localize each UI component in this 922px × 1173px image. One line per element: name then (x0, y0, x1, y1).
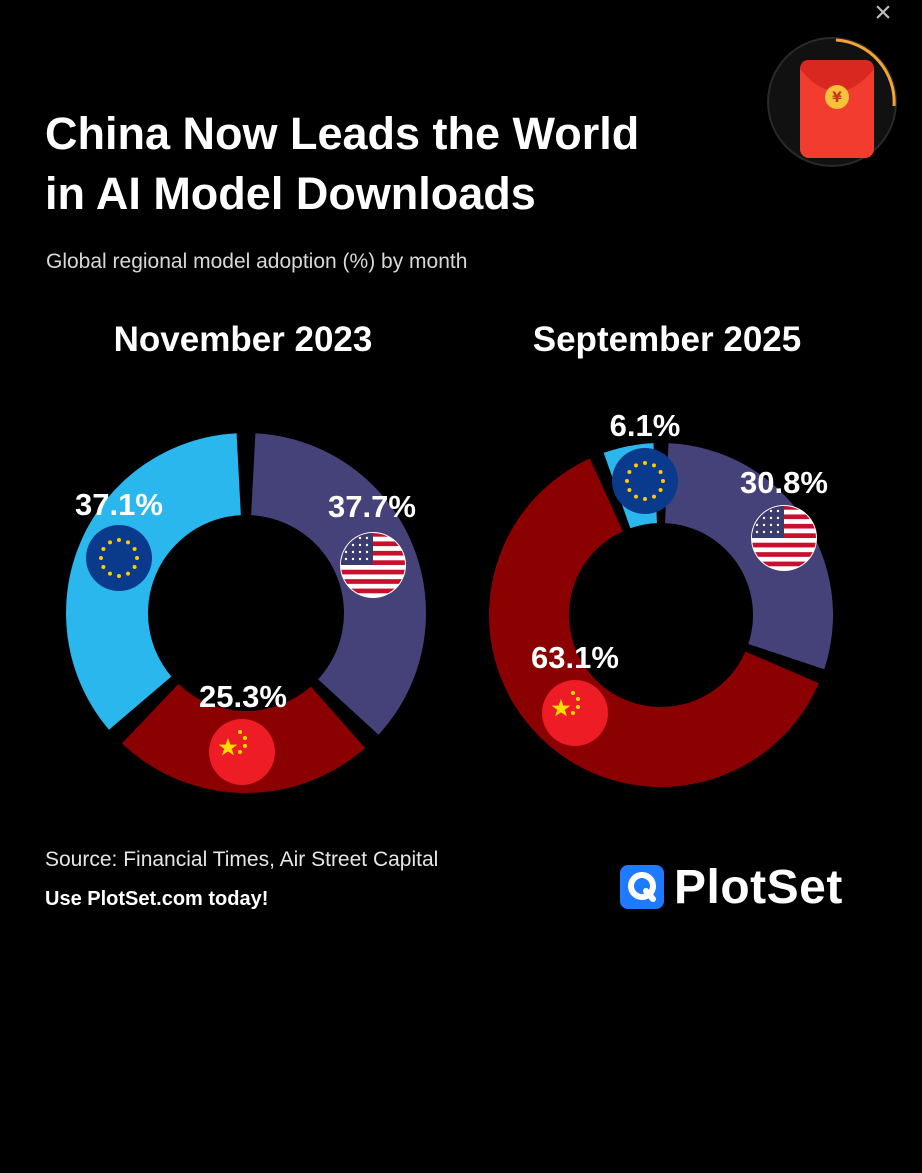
eu-flag-icon (86, 525, 152, 591)
donut-chart-sep-2025: 30.8% 63.1% 6.1% (488, 408, 833, 787)
progress-ring (835, 38, 896, 107)
slice-eu-nov-2023 (65, 433, 241, 730)
label-china-nov-2023: 25.3% (199, 679, 287, 714)
us-flag-icon (751, 505, 817, 571)
brand-name: PlotSet (674, 860, 843, 914)
donut-charts: 37.7% 25.3% 37.1% 30.8% 63.1% 6.1% (65, 408, 833, 793)
source-note: Source: Financial Times, Air Street Capi… (45, 848, 439, 871)
chart-title-right: September 2025 (532, 320, 802, 359)
china-flag-icon (542, 680, 608, 746)
label-china-sep-2025: 63.1% (531, 640, 619, 675)
chart-title-left: November 2023 (113, 320, 373, 359)
plotset-logo-icon (620, 865, 664, 909)
donut-chart-nov-2023: 37.7% 25.3% 37.1% (65, 433, 427, 793)
slice-us-nov-2023 (251, 433, 427, 735)
china-flag-icon (209, 719, 275, 785)
svg-text:¥: ¥ (832, 90, 842, 106)
us-flag-icon (340, 532, 406, 598)
close-button[interactable]: × (874, 0, 892, 29)
brand-logo: PlotSet (620, 857, 843, 917)
label-us-nov-2023: 37.7% (328, 489, 416, 524)
label-eu-sep-2025: 6.1% (610, 408, 681, 443)
title-line-2: in AI Model Downloads (45, 168, 536, 219)
page-title: China Now Leads the World in AI Model Do… (45, 104, 725, 224)
label-us-sep-2025: 30.8% (740, 465, 828, 500)
red-packet-widget[interactable]: ¥ (766, 36, 898, 168)
slice-us-sep-2025 (665, 443, 833, 670)
label-eu-nov-2023: 37.1% (75, 487, 163, 522)
eu-flag-icon (612, 448, 678, 514)
red-packet-icon: ¥ (800, 60, 874, 158)
watermark (725, 1128, 915, 1152)
title-line-1: China Now Leads the World (45, 108, 640, 159)
promo-link[interactable]: Use PlotSet.com today! (45, 888, 269, 910)
subtitle: Global regional model adoption (%) by mo… (46, 250, 468, 273)
